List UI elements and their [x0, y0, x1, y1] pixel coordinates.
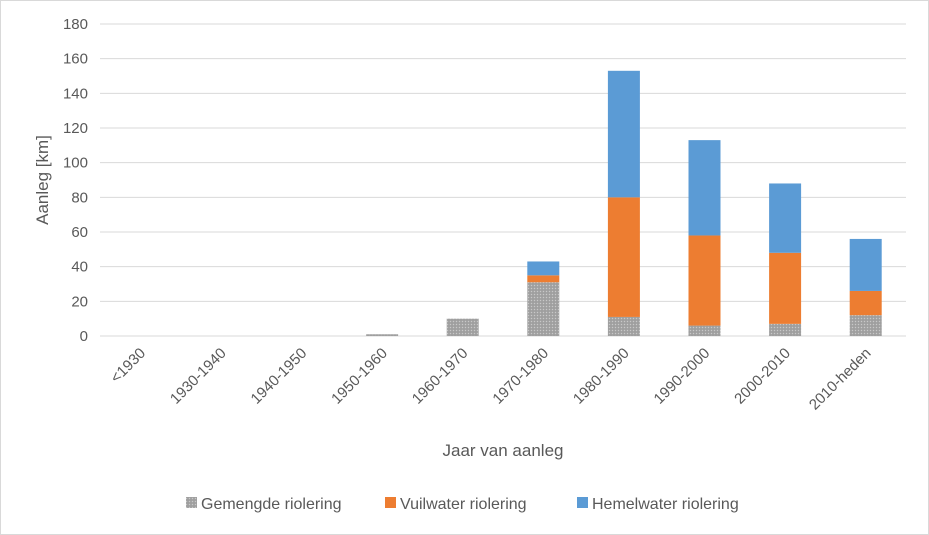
bar-segment	[849, 290, 882, 316]
bar-segment	[607, 316, 640, 336]
y-tick-label: 160	[63, 51, 88, 68]
bar-segment	[688, 325, 721, 336]
y-tick-label: 140	[63, 85, 88, 102]
bars	[366, 70, 882, 336]
legend-swatch	[385, 497, 396, 508]
y-axis-title: Aanleg [km]	[33, 135, 52, 225]
x-tick-label: 1960-1970	[409, 345, 472, 408]
bar-segment	[527, 261, 560, 276]
bar-segment	[688, 140, 721, 236]
x-tick-label: <1930	[107, 345, 149, 387]
bar-segment	[769, 252, 802, 324]
x-axis-title: Jaar van aanleg	[443, 441, 564, 460]
x-tick-labels: <1930 1930-1940 1940-1950 1950-1960 1960-197…	[107, 345, 874, 414]
x-tick-label: 1950-1960	[328, 345, 391, 408]
legend-label: Gemengde riolering	[201, 496, 342, 513]
x-tick-label: 1930-1940	[167, 345, 230, 408]
y-tick-label: 20	[71, 293, 88, 310]
y-tick-label: 80	[71, 189, 88, 206]
y-tick-label: 120	[63, 120, 88, 137]
x-tick-label: 1990-2000	[651, 345, 714, 408]
y-tick-label: 40	[71, 259, 88, 276]
y-tick-label: 180	[63, 16, 88, 33]
bar-segment	[607, 197, 640, 317]
legend-label: Hemelwater riolering	[592, 496, 739, 513]
bar-segment	[607, 70, 640, 198]
legend: Gemengde riolering Vuilwater riolering Hem…	[186, 496, 739, 513]
bar-segment	[527, 282, 560, 336]
bar-segment	[446, 318, 479, 336]
y-tick-label: 60	[71, 224, 88, 241]
bar-segment	[849, 238, 882, 291]
x-tick-label: 2010-heden	[806, 345, 875, 414]
legend-swatch	[186, 497, 197, 508]
y-tick-label: 100	[63, 155, 88, 172]
x-tick-label: 1980-1990	[570, 345, 633, 408]
y-tick-label: 0	[80, 328, 88, 345]
bar-segment	[527, 275, 560, 283]
bar-segment	[688, 235, 721, 326]
bar-segment	[849, 315, 882, 336]
x-tick-label: 1970-1980	[489, 345, 552, 408]
x-tick-label: 1940-1950	[248, 345, 311, 408]
legend-swatch	[577, 497, 588, 508]
y-tick-labels: 0 20 40 60 80 100 120 140 160 180	[63, 16, 88, 345]
legend-label: Vuilwater riolering	[400, 496, 527, 513]
bar-segment	[769, 183, 802, 253]
x-tick-label: 2000-2010	[731, 345, 794, 408]
bar-segment	[366, 334, 399, 336]
bar-segment	[769, 323, 802, 336]
